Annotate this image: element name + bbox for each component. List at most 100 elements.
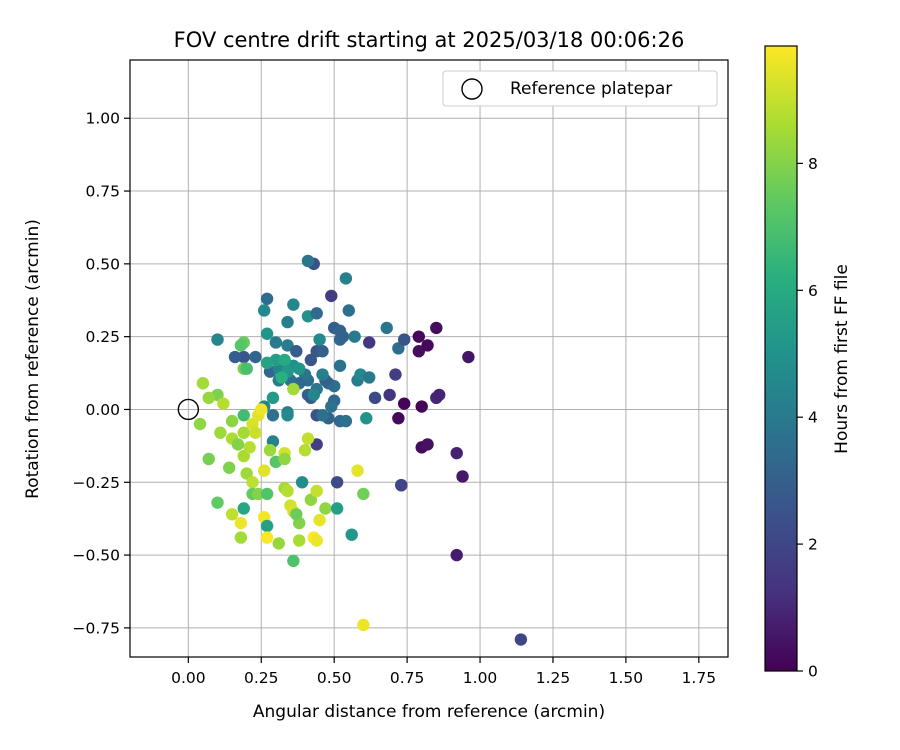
scatter-point	[389, 368, 402, 381]
scatter-point	[292, 362, 306, 375]
scatter-point	[307, 388, 320, 402]
scatter-point	[330, 476, 344, 489]
x-tick-label: 1.00	[463, 669, 498, 687]
scatter-point	[357, 618, 370, 632]
scatter-point	[287, 382, 300, 396]
scatter-point	[295, 476, 309, 489]
scatter-point	[243, 441, 256, 454]
chart-title: FOV centre drift starting at 2025/03/18 …	[174, 28, 685, 52]
colorbar: 0 2 4 6 8 Hours from first FF file	[764, 45, 852, 681]
colorbar-ticks: 0 2 4 6 8	[797, 155, 818, 681]
scatter-point	[275, 371, 288, 384]
scatter-point	[202, 452, 215, 466]
scatter-point	[310, 438, 323, 451]
scatter-point	[363, 336, 376, 349]
y-tick-label: 1.00	[85, 110, 120, 128]
scatter-point	[281, 484, 294, 498]
scatter-point	[290, 508, 303, 521]
x-tick-label: 0.25	[244, 669, 279, 687]
colorbar-tick-label: 0	[808, 663, 818, 681]
colorbar-tick-label: 4	[808, 409, 818, 427]
legend: Reference platepar	[442, 70, 718, 107]
scatter-point	[351, 464, 364, 477]
scatter-point	[225, 508, 239, 521]
scatter-point	[225, 414, 239, 428]
y-tick-label: 0.00	[85, 401, 120, 419]
scatter-point	[266, 391, 280, 405]
scatter-point	[240, 467, 253, 480]
scatter-point	[211, 496, 224, 509]
scatter-point	[287, 554, 300, 568]
scatter-point	[234, 516, 248, 530]
scatter-point	[287, 298, 300, 311]
scatter-point	[281, 409, 294, 422]
scatter-point	[433, 388, 446, 402]
legend-reference-marker	[461, 78, 483, 100]
scatter-point	[249, 350, 262, 364]
scatter-point	[333, 359, 347, 372]
colorbar-tick-label: 6	[808, 282, 818, 300]
scatter-point	[214, 426, 227, 439]
scatter-point	[234, 339, 248, 352]
scatter-point	[392, 342, 405, 355]
scatter-point	[260, 531, 274, 544]
scatter-point	[281, 339, 294, 352]
scatter-point	[231, 438, 245, 451]
scatter-point	[345, 528, 358, 541]
x-tick-label: 1.50	[609, 669, 644, 687]
scatter-point	[211, 333, 224, 346]
x-axis-label: Angular distance from reference (arcmin)	[253, 702, 605, 722]
y-tick-label: −0.75	[73, 619, 121, 637]
x-tick-label: 0.00	[171, 669, 206, 687]
plot-frame	[129, 59, 729, 658]
scatter-point	[368, 391, 382, 405]
x-tick-label: 1.75	[682, 669, 717, 687]
scatter-point	[421, 339, 434, 352]
scatter-point	[380, 321, 393, 335]
x-axis-ticks: 0.00 0.25 0.50 0.75 1.00 1.25 1.50 1.75	[171, 657, 716, 687]
scatter-point	[316, 368, 329, 381]
scatter-point	[301, 432, 315, 445]
scatter-point	[325, 400, 338, 413]
scatter-point	[263, 444, 277, 457]
scatter-point	[360, 412, 373, 425]
scatter-point	[462, 350, 475, 364]
scatter-point	[421, 438, 434, 451]
scatter-point	[412, 345, 425, 358]
scatter-point	[316, 345, 329, 358]
scatter-point	[348, 330, 361, 343]
scatter-point	[398, 333, 411, 346]
scatter-point	[228, 350, 242, 364]
scatter-point	[430, 321, 443, 335]
legend-label-reference: Reference platepar	[510, 79, 672, 99]
scatter-point	[363, 371, 376, 384]
scatter-point	[339, 414, 353, 428]
y-tick-label: −0.50	[73, 547, 121, 565]
scatter-point	[260, 356, 274, 370]
scatter-point	[266, 409, 280, 422]
x-tick-label: 1.25	[536, 669, 571, 687]
scatter-point	[325, 289, 338, 303]
scatter-point	[234, 531, 248, 544]
colorbar-frame	[764, 45, 798, 672]
scatter-point	[222, 461, 236, 474]
scatter-point	[255, 403, 268, 416]
scatter-point	[196, 377, 210, 390]
grid-lines	[130, 60, 728, 657]
scatter-point	[281, 315, 294, 329]
scatter-point	[392, 412, 405, 425]
scatter-point	[257, 464, 271, 477]
scatter-point	[313, 333, 326, 346]
scatter-point	[237, 502, 250, 515]
y-tick-label: −0.25	[73, 474, 121, 492]
colorbar-label: Hours from first FF file	[832, 264, 852, 454]
x-tick-label: 0.75	[390, 669, 425, 687]
scatter-point	[310, 307, 323, 320]
scatter-point	[217, 397, 230, 410]
x-tick-label: 0.50	[317, 669, 352, 687]
scatter-point	[260, 519, 274, 533]
scatter-point	[257, 304, 271, 317]
scatter-point	[290, 345, 303, 358]
scatter-point	[304, 353, 318, 367]
